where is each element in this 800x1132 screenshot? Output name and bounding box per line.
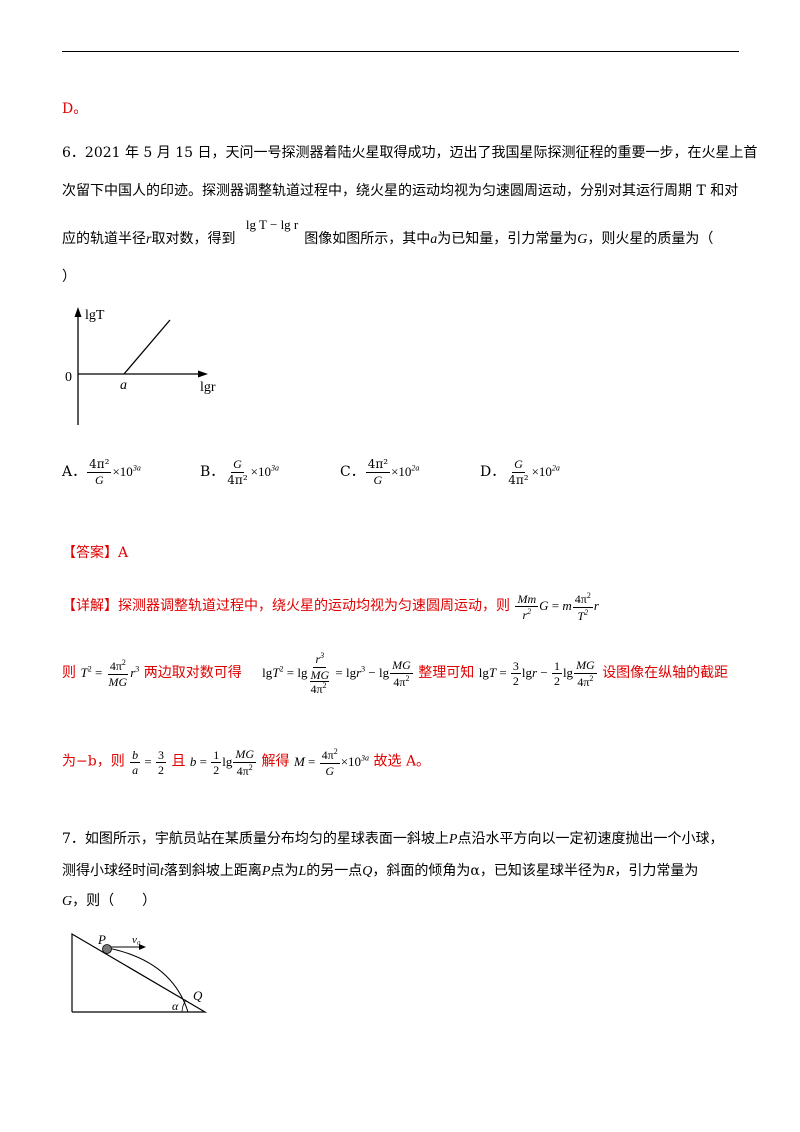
q6-text: 为已知量，引力常量为 <box>437 231 578 247</box>
incline-triangle <box>71 932 208 1013</box>
detail-line-1: 【详解】探测器调整轨道过程中，绕火星的运动均视为匀速圆周运动，则 Mm r2 G =… <box>62 591 599 623</box>
option-exponent: 2a <box>551 463 560 473</box>
q7-line-3: G，则（ ） <box>62 890 156 910</box>
q7-var-L: L <box>298 864 307 879</box>
q7-text: 的另一点 <box>306 863 363 879</box>
detail-text: 解得 <box>261 753 290 770</box>
detail-line-2: 则 T2 = 4π2 MG r3 两边取对数可得 lgT2 = lg r3 MG 4π2 … <box>62 651 729 697</box>
x-axis-arrow-icon <box>198 370 208 378</box>
q7-text: ，引力常量为 <box>614 863 699 879</box>
eq-log-both-sides: lgT2 = lg r3 MG 4π2 = lgr3 − lg MG 4π2 <box>262 651 413 697</box>
q7-line-1: 7．如图所示，宇航员站在某质量分布均匀的星球表面一斜坡上P点沿水平方向以一定初速… <box>62 828 723 848</box>
option-numerator: 4π² <box>87 457 112 473</box>
q7-var-R: R <box>605 864 615 879</box>
q6-text: 应的轨道半径 <box>62 231 146 247</box>
q6-graph: lgT lgr 0 a <box>65 307 216 425</box>
option-numerator: G <box>512 457 525 473</box>
v0-label: v₀ <box>132 934 141 946</box>
q6-text: 图像如图所示，其中 <box>304 231 431 247</box>
trajectory-curve <box>107 947 189 1013</box>
ball-icon <box>102 944 112 954</box>
q7-text: ，斜面的倾角为α，已知该星球半径为 <box>372 863 606 879</box>
header-rule <box>62 51 739 52</box>
q7-text: 点沿水平方向以一定初速度抛出一个小球， <box>457 831 724 847</box>
option-times: ×10 <box>112 464 133 480</box>
q7-incline-figure: P v₀ Q α <box>71 932 208 1013</box>
alpha-label: α <box>172 999 179 1013</box>
option-d[interactable]: D． G 4π² ×102a <box>480 458 560 486</box>
detail-text: 整理可知 <box>418 664 475 681</box>
option-denominator: 4π² <box>508 472 529 487</box>
q7-text: 点为 <box>270 863 299 879</box>
option-times: ×10 <box>531 464 552 480</box>
option-b[interactable]: B． G 4π² ×103a <box>200 458 279 486</box>
q7-text: ，则（ ） <box>72 893 157 909</box>
q6-line-1: 6．2021 年 5 月 15 日，天问一号探测器着陆火星取得成功，迈出了我国星… <box>62 145 758 161</box>
option-a[interactable]: A． 4π² G ×103a <box>62 458 141 486</box>
origin-label: 0 <box>65 370 72 385</box>
eq-lgT-linear: lgT = 3 2 lgr − 1 2 lg MG 4π2 <box>478 658 597 689</box>
detail-text: 为−b，则 <box>62 753 125 770</box>
option-exponent: 3a <box>132 463 141 473</box>
detail-text: 两边取对数可得 <box>143 664 242 681</box>
q7-var-G: G <box>62 894 73 909</box>
answer-line: 【答案】A <box>62 542 128 562</box>
y-axis-arrow-icon <box>74 307 82 317</box>
point-P-label: P <box>97 932 106 947</box>
q7-var-Q: Q <box>362 864 373 879</box>
option-exponent: 3a <box>270 463 279 473</box>
detail-tag: 【详解】 <box>62 598 118 615</box>
option-numerator: 4π² <box>365 457 391 473</box>
q6-line-4: ） <box>62 269 76 285</box>
eq-b: b = 1 2 lg MG 4π2 <box>189 747 257 778</box>
option-numerator: G <box>231 457 244 473</box>
detail-text: 故选 A。 <box>373 753 431 770</box>
detail-text: 探测器调整轨道过程中，绕火星的运动均视为匀速圆周运动，则 <box>118 598 510 615</box>
option-label: D． <box>480 464 506 481</box>
q7-var-t: t <box>160 864 164 879</box>
option-exponent: 2a <box>411 463 420 473</box>
q6-expr-lgT-lgr: lg T − lg r <box>245 217 299 232</box>
q6-var-G: G <box>577 232 588 247</box>
q6-text: ，则火星的质量为（ <box>587 231 714 247</box>
q7-var-P: P <box>261 864 271 879</box>
option-denominator: G <box>94 472 104 487</box>
eq-mass-result: M = 4π2 G ×103a <box>293 747 370 778</box>
y-axis-label: lgT <box>85 308 105 323</box>
option-label: C． <box>340 464 365 481</box>
angle-arc <box>181 999 187 1013</box>
point-Q-label: Q <box>193 988 203 1003</box>
q6-var-a: a <box>430 232 438 247</box>
q6-text: 取对数，得到 <box>151 231 236 247</box>
q7-line-2: 测得小球经时间t落到斜坡上距离P点为L的另一点Q，斜面的倾角为α，已知该星球半径… <box>62 860 698 880</box>
q6-line-2: 次留下中国人的印迹。探测器调整轨道过程中，绕火星的运动均视为匀速圆周运动，分别对… <box>62 183 739 199</box>
detail-text: 且 <box>171 753 186 770</box>
q6-var-r: r <box>146 232 152 247</box>
option-label: A． <box>62 464 87 481</box>
q7-text: 7．如图所示，宇航员站在某质量分布均匀的星球表面一斜坡上 <box>62 831 449 847</box>
previous-answer-tail: D。 <box>62 101 88 117</box>
graph-line <box>123 319 171 375</box>
eq-gravity-centripetal: Mm r2 G = m 4π2 T2 r <box>515 591 599 623</box>
velocity-arrowhead-icon <box>139 944 146 950</box>
option-times: ×10 <box>391 464 412 480</box>
q7-text: 测得小球经时间 <box>62 863 160 879</box>
intercept-label: a <box>120 378 127 393</box>
answer-value: A <box>118 545 129 561</box>
eq-T-squared: T2 = 4π2 MG r3 <box>80 658 140 689</box>
q7-text: 落到斜坡上距离 <box>163 863 262 879</box>
option-label: B． <box>200 464 225 481</box>
option-denominator: 4π² <box>227 472 248 487</box>
option-denominator: G <box>373 472 383 487</box>
q6-line-3: 应的轨道半径r取对数，得到 lg T − lg r 图像如图所示，其中a为已知量，… <box>62 217 714 248</box>
detail-text: 设图像在纵轴的截距 <box>602 664 729 681</box>
detail-text: 则 <box>62 664 76 681</box>
x-axis-label: lgr <box>200 380 216 395</box>
option-times: ×10 <box>250 464 271 480</box>
answer-tag: 【答案】 <box>62 545 118 561</box>
q7-var-P: P <box>448 832 458 847</box>
option-c[interactable]: C． 4π² G ×102a <box>340 458 419 486</box>
